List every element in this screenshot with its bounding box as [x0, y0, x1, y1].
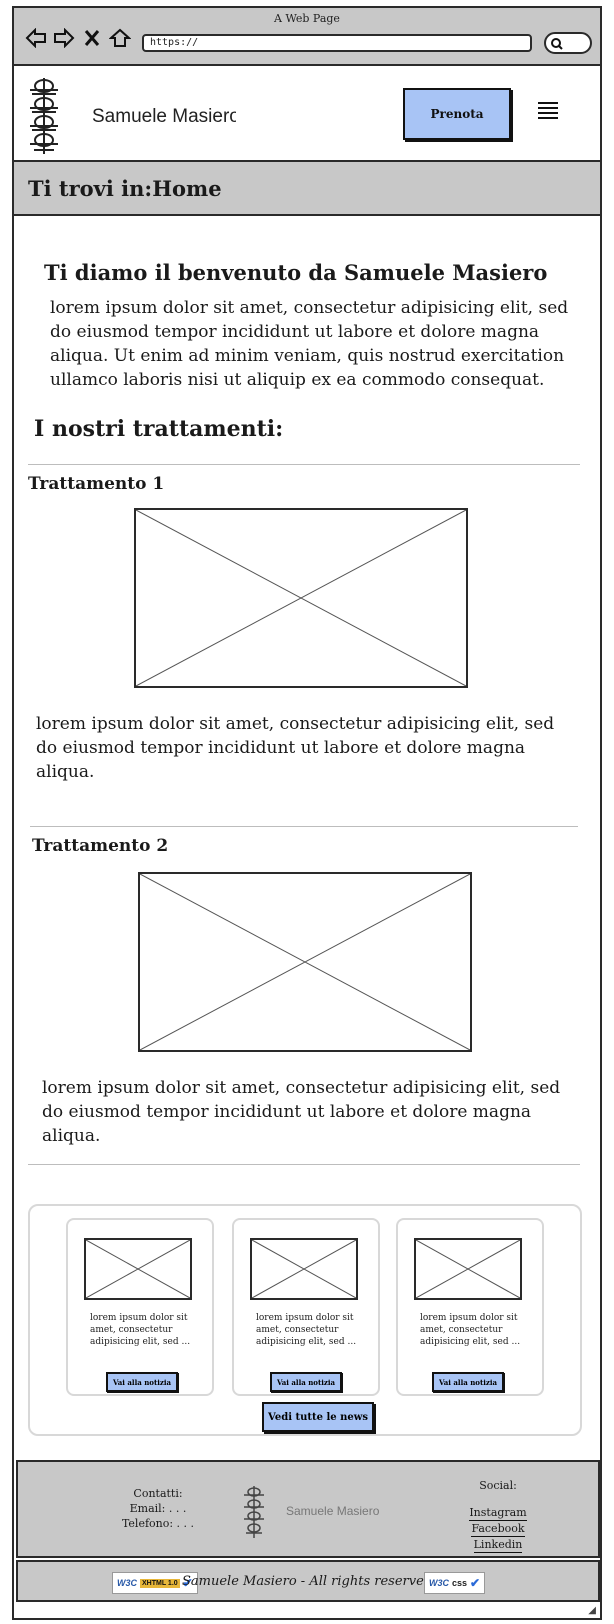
browser-nav	[24, 26, 132, 50]
linkedin-link[interactable]: Linkedin	[473, 1538, 523, 1553]
treatment-2-image-placeholder	[138, 872, 472, 1052]
breadcrumb-label: Ti trovi in:	[28, 176, 153, 201]
treatments-title: I nostri trattamenti:	[34, 416, 284, 442]
badge-tag: XHTML 1.0	[140, 1578, 180, 1588]
footer: Contatti: Email: . . . Telefono: . . .	[16, 1460, 600, 1558]
welcome-text: lorem ipsum dolor sit amet, consectetur …	[50, 298, 569, 390]
all-news-button[interactable]: Vedi tutte le news	[262, 1402, 374, 1432]
hamburger-menu-icon[interactable]	[538, 102, 558, 120]
spine-logo-icon	[240, 1484, 268, 1544]
news-button[interactable]: Vai alla notizia	[106, 1372, 178, 1392]
css-validator-badge[interactable]: W3C css ✔	[424, 1572, 486, 1594]
browser-search[interactable]	[544, 32, 592, 54]
contact-phone: Telefono: . . .	[121, 1517, 195, 1530]
divider	[28, 464, 580, 465]
checkmark-icon: ✔	[470, 1576, 481, 1590]
close-icon[interactable]	[80, 26, 104, 50]
site-name[interactable]: Samuele Masiero	[92, 106, 236, 127]
footer-site-name: Samuele Masiero	[286, 1504, 380, 1518]
news-image-placeholder	[414, 1238, 522, 1300]
contacts: Contatti: Email: . . . Telefono: . . .	[98, 1486, 218, 1531]
news-text: lorem ipsum dolor sit amet, consectetur …	[420, 1313, 521, 1347]
badge-tag: css	[452, 1578, 468, 1588]
treatment-1-text: lorem ipsum dolor sit amet, consectetur …	[36, 714, 555, 782]
xhtml-validator-badge[interactable]: W3C XHTML 1.0 ✔	[112, 1572, 198, 1594]
checkmark-icon: ✔	[182, 1576, 193, 1590]
social-title: Social:	[479, 1479, 517, 1492]
news-text: lorem ipsum dolor sit amet, consectetur …	[90, 1313, 191, 1347]
url-bar[interactable]: https://	[142, 34, 532, 52]
site-header: Samuele Masiero Prenota	[14, 66, 600, 162]
breadcrumb: Ti trovi in:Home	[14, 162, 600, 216]
divider	[28, 1164, 580, 1165]
news-text: lorem ipsum dolor sit amet, consectetur …	[256, 1313, 357, 1347]
social-links: Social: Instagram Facebook Linkedin	[448, 1478, 548, 1553]
browser-window: A Web Page https://	[12, 6, 602, 1620]
welcome-title: Ti diamo il benvenuto da Samuele Masiero	[44, 260, 548, 285]
badge-w3c: W3C	[429, 1578, 449, 1588]
copyright-text: Samuele Masiero - All rights reserved	[182, 1574, 433, 1589]
divider	[30, 826, 578, 827]
news-button[interactable]: Vai alla notizia	[432, 1372, 504, 1392]
resize-grip-icon[interactable]: ◢	[588, 1605, 596, 1616]
contact-email: Email: . . .	[129, 1502, 187, 1515]
news-button[interactable]: Vai alla notizia	[270, 1372, 342, 1392]
home-icon[interactable]	[108, 26, 132, 50]
treatment-1-title: Trattamento 1	[28, 474, 165, 494]
instagram-link[interactable]: Instagram	[469, 1506, 527, 1521]
prenota-button[interactable]: Prenota	[403, 88, 511, 140]
badge-w3c: W3C	[117, 1578, 137, 1588]
treatment-2-title: Trattamento 2	[32, 836, 169, 856]
contacts-title: Contatti:	[133, 1487, 183, 1500]
back-arrow-icon[interactable]	[24, 26, 48, 50]
breadcrumb-current[interactable]: Home	[152, 176, 222, 201]
window-title: A Web Page	[274, 12, 340, 25]
news-card: lorem ipsum dolor sit amet, consectetur …	[396, 1218, 544, 1396]
news-image-placeholder	[84, 1238, 192, 1300]
news-card: lorem ipsum dolor sit amet, consectetur …	[232, 1218, 380, 1396]
copyright-bar: W3C XHTML 1.0 ✔ Samuele Masiero - All ri…	[16, 1560, 600, 1602]
news-panel: lorem ipsum dolor sit amet, consectetur …	[28, 1204, 582, 1436]
forward-arrow-icon[interactable]	[52, 26, 76, 50]
treatment-2-text: lorem ipsum dolor sit amet, consectetur …	[42, 1078, 561, 1146]
news-image-placeholder	[250, 1238, 358, 1300]
facebook-link[interactable]: Facebook	[471, 1522, 525, 1537]
browser-chrome: A Web Page https://	[14, 8, 600, 66]
spine-logo-icon[interactable]	[22, 76, 66, 160]
treatment-1-image-placeholder	[134, 508, 468, 688]
search-icon	[551, 38, 563, 50]
news-card: lorem ipsum dolor sit amet, consectetur …	[66, 1218, 214, 1396]
